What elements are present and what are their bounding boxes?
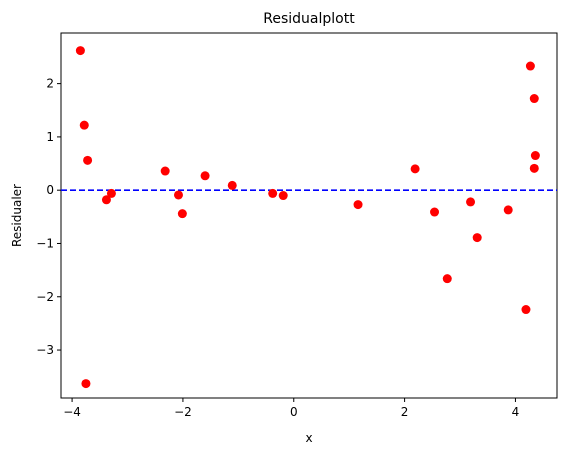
data-point <box>531 151 540 160</box>
y-tick-label: −3 <box>36 343 54 357</box>
x-tick-label: −2 <box>174 405 192 419</box>
data-point <box>473 233 482 242</box>
data-point <box>466 197 475 206</box>
y-tick-label: 0 <box>46 183 54 197</box>
x-tick-label: 4 <box>512 405 520 419</box>
x-tick-label: −4 <box>63 405 81 419</box>
y-tick-label: −1 <box>36 236 54 250</box>
data-point <box>76 46 85 55</box>
data-point <box>354 200 363 209</box>
data-point <box>279 191 288 200</box>
data-point <box>174 190 183 199</box>
y-tick-label: −2 <box>36 290 54 304</box>
x-tick-label: 2 <box>401 405 409 419</box>
data-point <box>530 164 539 173</box>
data-point <box>80 121 89 130</box>
data-point <box>430 208 439 217</box>
data-point <box>178 209 187 218</box>
y-tick-label: 2 <box>46 77 54 91</box>
data-point <box>228 181 237 190</box>
y-axis-label: Residualer <box>10 184 24 247</box>
data-point <box>83 156 92 165</box>
data-point <box>201 171 210 180</box>
data-point <box>521 305 530 314</box>
data-point <box>268 189 277 198</box>
data-point <box>411 164 420 173</box>
data-point <box>526 62 535 71</box>
data-point <box>443 274 452 283</box>
data-point <box>107 189 116 198</box>
data-point <box>81 379 90 388</box>
chart-title: Residualplott <box>263 11 355 27</box>
x-axis-label: x <box>305 431 312 445</box>
data-point <box>504 205 513 214</box>
x-tick-label: 0 <box>290 405 298 419</box>
y-tick-label: 1 <box>46 130 54 144</box>
data-point <box>530 94 539 103</box>
plot-area <box>61 33 557 398</box>
data-point <box>161 167 170 176</box>
